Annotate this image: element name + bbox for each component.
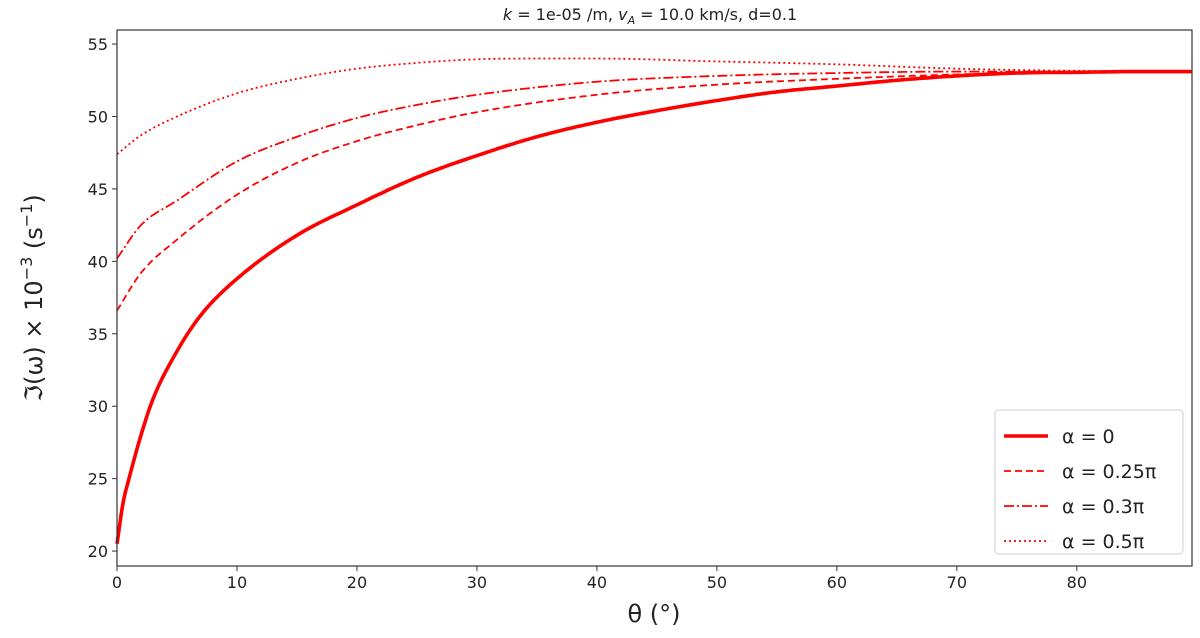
legend: α = 0 α = 0.25π α = 0.3π α = 0.5π [994,409,1184,555]
y-tick-label: 45 [88,180,108,199]
legend-label: α = 0.3π [1062,496,1144,518]
y-tick-label: 35 [88,325,108,344]
x-axis: 0 10 20 30 40 50 60 70 80 [112,566,1087,592]
y-axis: 20 25 30 35 40 45 50 55 [88,35,117,561]
chart-title: k = 1e-05 /m, vA = 10.0 km/s, d=0.1 [503,5,797,27]
legend-label: α = 0.5π [1062,531,1144,553]
y-tick-label: 30 [88,397,108,416]
x-tick-label: 10 [227,573,247,592]
y-tick-label: 25 [88,470,108,489]
x-tick-label: 20 [347,573,367,592]
y-tick-label: 55 [88,35,108,54]
y-tick-label: 50 [88,107,108,126]
y-axis-label: ℑ(ω) × 10−3 (s−1) [17,194,48,402]
x-tick-label: 60 [827,573,847,592]
legend-label: α = 0.25π [1062,461,1156,483]
x-tick-label: 30 [467,573,487,592]
legend-box [994,409,1184,555]
y-tick-label: 40 [88,252,108,271]
series-lines [115,57,1192,545]
x-tick-label: 0 [112,573,122,592]
x-axis-label: θ (°) [627,600,680,628]
x-tick-label: 50 [707,573,727,592]
legend-label: α = 0 [1062,426,1115,448]
x-tick-label: 70 [947,573,967,592]
x-tick-label: 80 [1067,573,1087,592]
series-line-1 [116,70,1192,312]
y-tick-label: 20 [88,542,108,561]
series-line-2 [116,70,1192,259]
x-tick-label: 40 [587,573,607,592]
plot-frame [116,29,1193,567]
